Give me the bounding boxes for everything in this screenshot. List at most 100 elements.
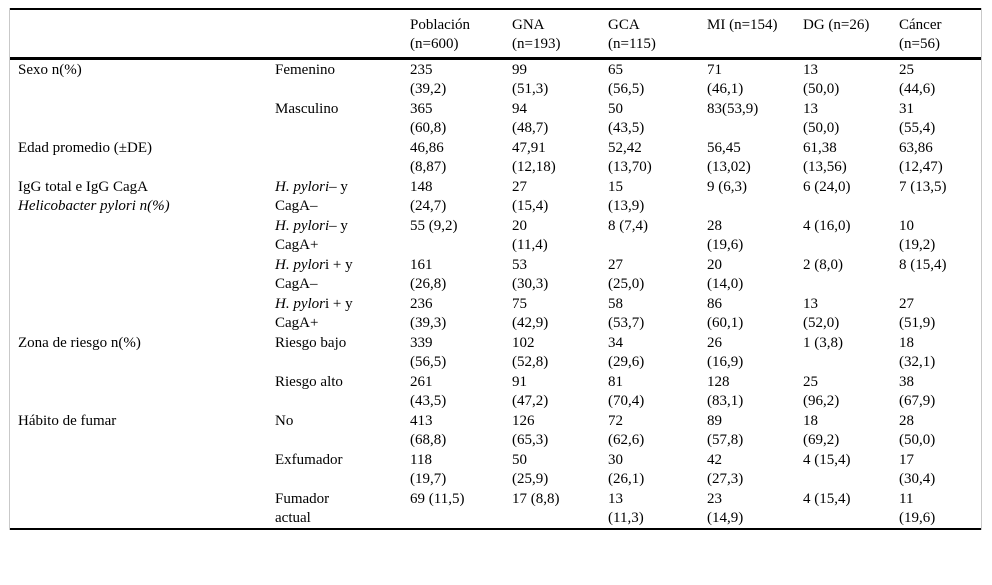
value-cell: 13 (52,0) <box>803 296 840 331</box>
sub-label-cell: Femenino <box>267 59 402 100</box>
sub-label-cell: H. pylori– y CagA+ <box>267 216 402 255</box>
value-cell: 7 (13,5) <box>899 179 947 195</box>
sub-label: Fumador actual <box>275 491 330 526</box>
value-cell: 236 (39,3) <box>410 296 447 331</box>
group-label: IgG total e IgG CagA <box>18 179 148 195</box>
value-cell: 81 (70,4) <box>608 374 645 409</box>
group-label-italic: Helicobacter pylori n(%) <box>18 198 170 214</box>
value-cell: 10 (19,2) <box>899 218 936 253</box>
sub-label: – y CagA+ <box>275 218 348 253</box>
sub-label-cell: H. pylori + y CagA+ <box>267 294 402 333</box>
value-cell: 46,86 (8,87) <box>410 140 447 175</box>
value-cell: 1 (3,8) <box>803 335 843 351</box>
value-cell: 118 (19,7) <box>410 452 447 487</box>
group-label-cell <box>10 255 267 294</box>
value-cell: 89 (57,8) <box>707 413 744 448</box>
sub-label-italic: H. pylor <box>275 257 325 273</box>
table-row: IgG total e IgG CagA Helicobacter pylori… <box>10 177 981 216</box>
sub-label-cell: Fumador actual <box>267 489 402 529</box>
value-cell: 25 (44,6) <box>899 62 936 97</box>
value-cell: 56,45 (13,02) <box>707 140 751 175</box>
value-cell: 86 (60,1) <box>707 296 744 331</box>
value-cell: 148 (24,7) <box>410 179 447 214</box>
sub-label: Femenino <box>275 62 335 78</box>
value-cell: 126 (65,3) <box>512 413 549 448</box>
value-cell: 4 (16,0) <box>803 218 851 234</box>
value-cell: 4 (15,4) <box>803 452 851 468</box>
value-cell: 365 (60,8) <box>410 101 447 136</box>
value-cell: 23 (14,9) <box>707 491 744 526</box>
value-cell: 235 (39,2) <box>410 62 447 97</box>
results-table: Población (n=600) GNA (n=193) GCA (n=115) M… <box>10 8 981 530</box>
value-cell: 58 (53,7) <box>608 296 645 331</box>
table-row: Sexo n(%) Femenino 235 (39,2) 99 (51,3) 65 (… <box>10 59 981 100</box>
table-row: H. pylori– y CagA+ 55 (9,2) 20 (11,4) 8 (7,… <box>10 216 981 255</box>
table-row: Riesgo alto 261 (43,5) 91 (47,2) 81 (70,4) 1… <box>10 372 981 411</box>
value-cell: 42 (27,3) <box>707 452 744 487</box>
value-cell: 161 (26,8) <box>410 257 447 292</box>
value-cell: 15 (13,9) <box>608 179 645 214</box>
sub-label-cell: H. pylori + y CagA– <box>267 255 402 294</box>
value-cell: 50 (25,9) <box>512 452 549 487</box>
header-cell <box>10 9 267 60</box>
sub-label: i + y CagA+ <box>275 296 353 331</box>
sub-label-italic: H. pylori <box>275 179 330 195</box>
value-cell: 55 (9,2) <box>410 218 458 234</box>
group-label: Zona de riesgo n(%) <box>18 335 141 351</box>
value-cell: 2 (8,0) <box>803 257 843 273</box>
table-row: Exfumador 118 (19,7) 50 (25,9) 30 (26,1) 42 … <box>10 450 981 489</box>
header-cell: GNA (n=193) <box>504 9 600 60</box>
group-label-cell <box>10 372 267 411</box>
group-label-cell <box>10 489 267 529</box>
value-cell: 72 (62,6) <box>608 413 645 448</box>
sub-label-italic: H. pylori <box>275 218 330 234</box>
value-cell: 91 (47,2) <box>512 374 549 409</box>
value-cell: 38 (67,9) <box>899 374 936 409</box>
value-cell: 50 (43,5) <box>608 101 645 136</box>
header-cell: MI (n=154) <box>699 9 795 60</box>
value-cell: 18 (69,2) <box>803 413 840 448</box>
value-cell: 94 (48,7) <box>512 101 549 136</box>
table-row: Edad promedio (±DE) 46,86 (8,87) 47,91 (12… <box>10 138 981 177</box>
sub-label: No <box>275 413 294 429</box>
value-cell: 25 (96,2) <box>803 374 840 409</box>
value-cell: 99 (51,3) <box>512 62 549 97</box>
value-cell: 28 (19,6) <box>707 218 744 253</box>
value-cell: 65 (56,5) <box>608 62 645 97</box>
header-cell <box>267 9 402 60</box>
value-cell: 11 (19,6) <box>899 491 936 526</box>
sub-label-cell <box>267 138 402 177</box>
value-cell: 4 (15,4) <box>803 491 851 507</box>
group-label: Sexo n(%) <box>18 62 82 78</box>
value-cell: 9 (6,3) <box>707 179 747 195</box>
sub-label: Riesgo alto <box>275 374 343 390</box>
value-cell: 27 (15,4) <box>512 179 549 214</box>
value-cell: 6 (24,0) <box>803 179 851 195</box>
value-cell: 18 (32,1) <box>899 335 936 370</box>
header-cell: DG (n=26) <box>795 9 891 60</box>
value-cell: 413 (68,8) <box>410 413 447 448</box>
value-cell: 27 (25,0) <box>608 257 645 292</box>
value-cell: 17 (30,4) <box>899 452 936 487</box>
value-cell: 61,38 (13,56) <box>803 140 847 175</box>
value-cell: 339 (56,5) <box>410 335 447 370</box>
sub-label: Exfumador <box>275 452 343 468</box>
value-cell: 8 (15,4) <box>899 257 947 273</box>
table-row: H. pylori + y CagA– 161 (26,8) 53 (30,3) 27… <box>10 255 981 294</box>
group-label-cell <box>10 99 267 138</box>
table-container: Población (n=600) GNA (n=193) GCA (n=115) M… <box>9 8 982 530</box>
header-row: Población (n=600) GNA (n=193) GCA (n=115) M… <box>10 9 981 60</box>
header-cell: GCA (n=115) <box>600 9 699 60</box>
value-cell: 20 (11,4) <box>512 218 548 253</box>
value-cell: 75 (42,9) <box>512 296 549 331</box>
value-cell: 31 (55,4) <box>899 101 936 136</box>
sub-label: i + y CagA– <box>275 257 353 292</box>
group-label-cell <box>10 216 267 255</box>
value-cell: 13 (50,0) <box>803 62 840 97</box>
group-label-cell: Zona de riesgo n(%) <box>10 333 267 372</box>
sub-label: – y CagA– <box>275 179 348 214</box>
value-cell: 34 (29,6) <box>608 335 645 370</box>
group-label-cell: Sexo n(%) <box>10 59 267 100</box>
value-cell: 128 (83,1) <box>707 374 744 409</box>
